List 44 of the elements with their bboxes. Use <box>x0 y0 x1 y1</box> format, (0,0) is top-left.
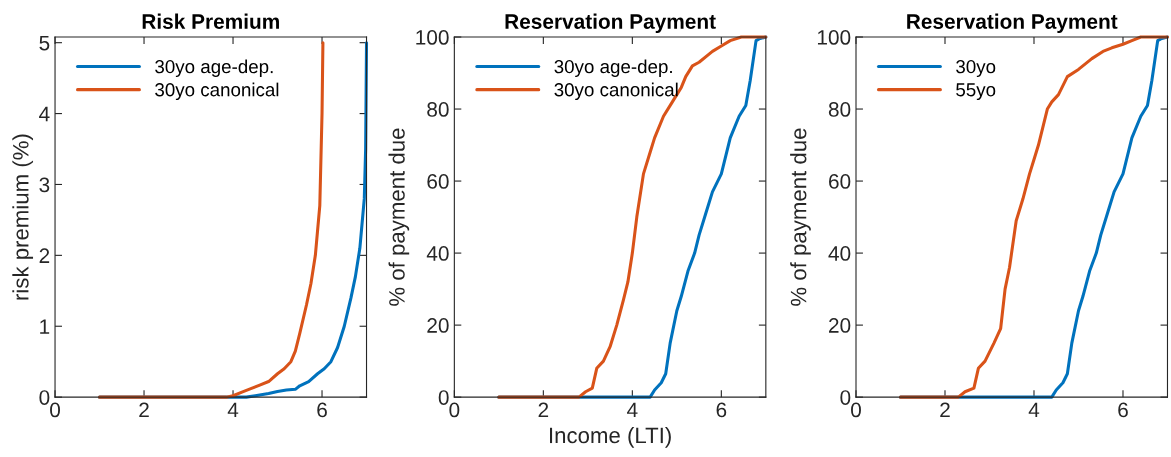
x-tick-label: 2 <box>538 402 549 418</box>
y-tick-label: 0 <box>438 390 449 405</box>
y-tick-label: 80 <box>427 102 449 117</box>
y-tick-label: 20 <box>829 318 851 333</box>
y-tick-label: 3 <box>39 177 50 193</box>
x-tick-label: 6 <box>317 402 327 418</box>
y-axis-title: % of payment due <box>790 128 811 306</box>
y-tick-label: 40 <box>426 246 449 261</box>
legend-label: 30yo canonical <box>155 82 279 101</box>
y-tick-label: 100 <box>817 30 851 45</box>
y-tick-label: 5 <box>39 35 50 51</box>
legend-label: 30yo canonical <box>554 82 678 101</box>
x-tick-label: 0 <box>50 402 61 418</box>
y-tick-label: 1 <box>40 319 50 334</box>
x-tick-label: 6 <box>716 402 727 418</box>
x-tick-label: 4 <box>227 402 239 418</box>
y-tick-label: 0 <box>39 390 50 405</box>
chart-title: Reservation Payment <box>505 13 716 34</box>
y-tick-label: 0 <box>840 390 851 405</box>
y-axis-title: risk premium (%) <box>12 134 34 300</box>
legend-label: 30yo age-dep. <box>554 59 672 77</box>
x-tick-label: 2 <box>940 402 950 418</box>
x-axis-title: Income (LTI) <box>549 426 671 448</box>
chart-title: Reservation Payment <box>907 13 1118 34</box>
x-tick-label: 0 <box>449 402 460 418</box>
y-tick-label: 100 <box>416 30 449 45</box>
y-tick-label: 40 <box>828 246 851 261</box>
line-series <box>98 41 325 399</box>
x-tick-label: 6 <box>1118 402 1128 418</box>
chart-title: Risk Premium <box>142 13 279 29</box>
y-tick-label: 2 <box>39 248 50 263</box>
x-tick-label: 4 <box>1028 402 1040 418</box>
y-axis-title: % of payment due <box>388 128 410 306</box>
y-tick-label: 20 <box>427 318 449 333</box>
legend-label: 55yo <box>956 83 996 101</box>
y-tick-label: 60 <box>829 174 851 189</box>
legend-label: 30yo <box>956 60 996 77</box>
legend-label: 30yo age-dep. <box>155 59 273 77</box>
y-tick-label: 4 <box>39 106 50 122</box>
x-tick-label: 2 <box>139 402 149 418</box>
x-tick-label: 4 <box>627 402 638 418</box>
y-tick-label: 80 <box>828 102 851 117</box>
y-tick-label: 60 <box>427 174 449 189</box>
x-tick-label: 0 <box>851 402 861 418</box>
